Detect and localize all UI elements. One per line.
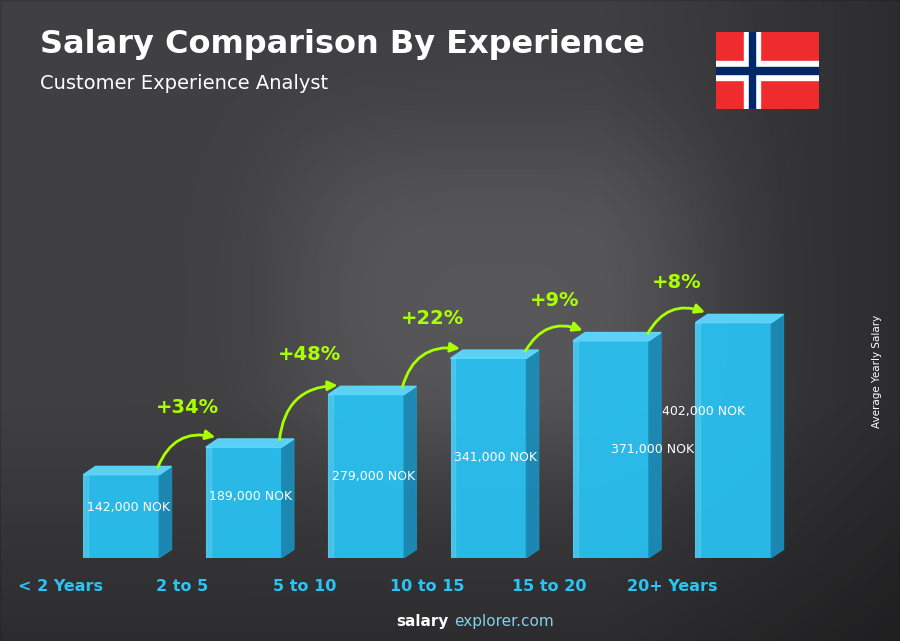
Bar (716, 61, 819, 80)
Polygon shape (328, 387, 417, 395)
Text: +9%: +9% (530, 291, 580, 310)
FancyBboxPatch shape (713, 29, 822, 112)
Polygon shape (84, 474, 88, 558)
Text: +22%: +22% (400, 309, 464, 328)
Bar (451, 358, 526, 558)
Polygon shape (451, 358, 455, 558)
Polygon shape (649, 333, 662, 558)
Text: explorer.com: explorer.com (454, 614, 554, 629)
Polygon shape (404, 387, 417, 558)
Text: < 2 Years: < 2 Years (18, 579, 103, 594)
Text: salary: salary (396, 614, 448, 629)
Polygon shape (84, 467, 172, 474)
Polygon shape (282, 439, 294, 558)
Text: 142,000 NOK: 142,000 NOK (87, 501, 170, 514)
Text: 341,000 NOK: 341,000 NOK (454, 451, 537, 465)
Bar (743, 32, 760, 109)
FancyArrowPatch shape (158, 431, 212, 467)
Polygon shape (451, 350, 539, 358)
Polygon shape (771, 315, 784, 558)
Text: 402,000 NOK: 402,000 NOK (662, 406, 745, 419)
Bar (206, 447, 282, 558)
Text: 10 to 15: 10 to 15 (390, 579, 464, 594)
Bar (328, 395, 404, 558)
Bar (750, 32, 755, 109)
Text: 15 to 20: 15 to 20 (512, 579, 587, 594)
Polygon shape (526, 350, 539, 558)
Polygon shape (573, 333, 661, 341)
Text: +8%: +8% (652, 273, 702, 292)
Text: 20+ Years: 20+ Years (627, 579, 717, 594)
Text: Average Yearly Salary: Average Yearly Salary (872, 315, 883, 428)
Text: +48%: +48% (278, 345, 341, 364)
Text: 371,000 NOK: 371,000 NOK (611, 443, 694, 456)
Text: Salary Comparison By Experience: Salary Comparison By Experience (40, 29, 645, 60)
FancyArrowPatch shape (402, 344, 457, 387)
Text: Customer Experience Analyst: Customer Experience Analyst (40, 74, 328, 93)
Polygon shape (328, 395, 333, 558)
Text: 189,000 NOK: 189,000 NOK (210, 490, 292, 503)
FancyArrowPatch shape (280, 382, 335, 440)
Text: 5 to 10: 5 to 10 (274, 579, 337, 594)
Bar (716, 67, 819, 74)
FancyArrowPatch shape (526, 323, 580, 351)
Text: 279,000 NOK: 279,000 NOK (332, 470, 415, 483)
Bar (84, 474, 159, 558)
FancyArrowPatch shape (648, 305, 702, 333)
Polygon shape (206, 447, 211, 558)
Bar (573, 341, 649, 558)
Polygon shape (696, 322, 700, 558)
Bar (696, 322, 771, 558)
Polygon shape (696, 315, 784, 322)
Text: 2 to 5: 2 to 5 (157, 579, 209, 594)
Polygon shape (159, 467, 172, 558)
Text: +34%: +34% (156, 397, 219, 417)
Polygon shape (573, 341, 578, 558)
Polygon shape (206, 439, 294, 447)
